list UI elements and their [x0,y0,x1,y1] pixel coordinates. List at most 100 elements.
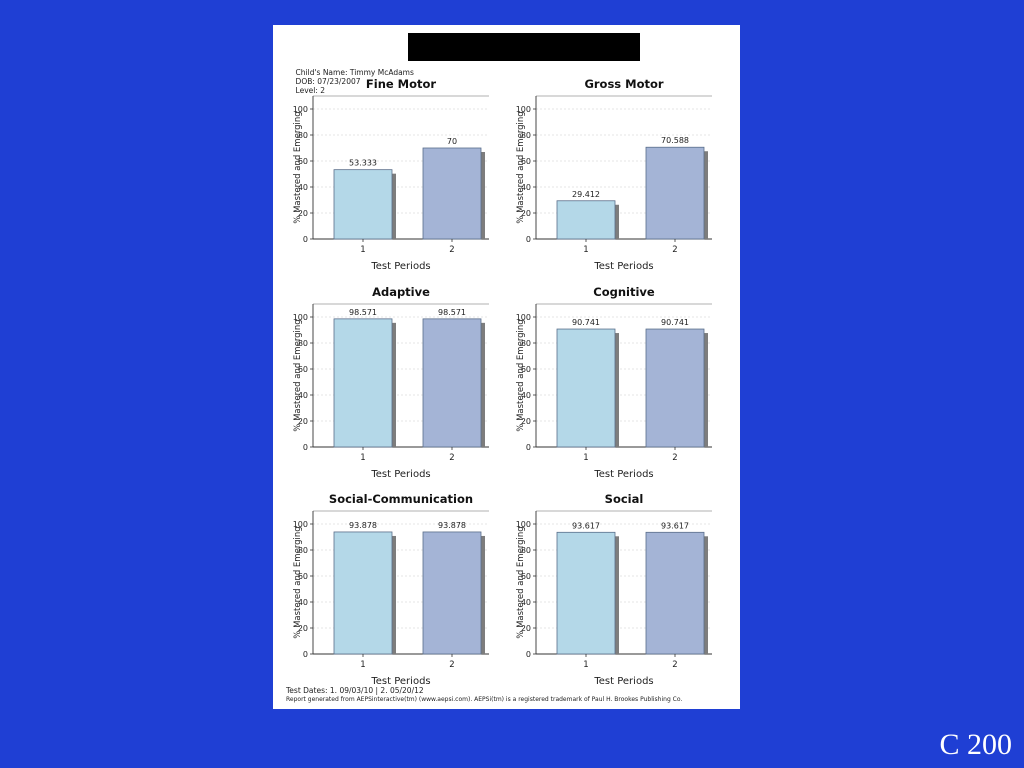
y-tick-label: 80 [521,546,531,555]
x-axis-label: Test Periods [593,676,653,687]
x-tick-label: 1 [583,245,588,255]
chart-panel: Social 0 20 40 60 80 100 93.617 1 93.617 2 Test Per… [516,492,712,687]
x-axis-label: Test Periods [370,676,430,687]
data-label: 93.878 [438,521,466,530]
y-axis-label: % Mastered and Emerging [516,526,526,638]
x-tick-label: 1 [360,245,365,255]
y-tick-label: 0 [303,235,308,244]
chart-title: Adaptive [372,285,430,299]
x-axis-label: Test Periods [593,261,653,272]
x-axis-label: Test Periods [593,469,653,480]
x-tick-label: 1 [583,453,588,463]
x-tick-label: 2 [672,245,677,255]
y-tick-label: 0 [303,650,308,659]
x-axis-label: Test Periods [370,469,430,480]
x-axis-label: Test Periods [370,261,430,272]
y-tick-label: 80 [521,339,531,348]
y-tick-label: 40 [298,391,308,400]
y-tick-label: 60 [521,572,531,581]
x-tick-label: 1 [360,660,365,670]
chart-panel: Gross Motor 0 20 40 60 80 100 29.412 1 70.588 2 Tes… [516,77,712,272]
credit-line: Report generated from AEPSinteractive(tm… [286,696,683,703]
y-tick-label: 40 [298,183,308,192]
report-page: Child's Name: Timmy McAdams DOB: 07/23/2… [273,25,740,709]
slide-label: C 200 [939,728,1012,761]
y-tick-label: 40 [521,391,531,400]
x-tick-label: 2 [672,453,677,463]
y-tick-label: 100 [293,313,308,322]
chart-panel: Adaptive 0 20 40 60 80 100 98.571 1 98.571 2 Test P… [293,285,489,480]
y-tick-label: 100 [293,105,308,114]
data-label: 93.617 [572,521,600,530]
data-label: 98.571 [438,308,466,317]
chart-title: Social [605,492,644,506]
y-tick-label: 60 [298,157,308,166]
chart-title: Cognitive [593,285,655,299]
data-label: 29.412 [572,190,600,199]
data-label: 98.571 [349,308,377,317]
chart-title: Fine Motor [366,77,437,91]
chart-panel: Fine Motor 0 20 40 60 80 100 53.333 1 70 2 Test Per… [293,77,489,272]
y-tick-label: 0 [526,443,531,452]
bar [556,531,616,655]
data-label: 70.588 [661,136,689,145]
bar [645,531,705,655]
x-tick-label: 2 [449,453,454,463]
y-tick-label: 40 [521,598,531,607]
bar [333,531,393,655]
x-tick-label: 2 [672,660,677,670]
y-tick-label: 80 [298,339,308,348]
bar [333,318,393,448]
bar [422,147,482,240]
data-label: 93.878 [349,521,377,530]
y-tick-label: 80 [521,131,531,140]
y-tick-label: 20 [298,417,308,426]
y-tick-label: 100 [516,105,531,114]
y-tick-label: 100 [516,313,531,322]
report-footer: Test Dates: 1. 09/03/10 | 2. 05/20/12 Re… [286,686,682,704]
chart-panel: Cognitive 0 20 40 60 80 100 90.741 1 90.741 2 Test … [516,285,712,480]
level: Level: 2 [295,86,326,95]
y-tick-label: 20 [298,624,308,633]
y-tick-label: 60 [521,157,531,166]
y-tick-label: 0 [526,650,531,659]
bar [645,146,705,240]
chart-title: Gross Motor [584,77,663,91]
bar [556,328,616,448]
data-label: 53.333 [349,159,377,168]
y-axis-label: % Mastered and Emerging [293,111,303,223]
bar [333,169,393,240]
chart-title: Social-Communication [329,492,473,506]
y-tick-label: 40 [521,183,531,192]
y-tick-label: 0 [526,235,531,244]
bar [422,531,482,655]
data-label: 70 [447,137,457,146]
chart-panel: Social-Communication 0 20 40 60 80 100 93.878 1 9… [293,492,489,687]
bar [556,200,616,240]
y-tick-label: 80 [298,131,308,140]
y-tick-label: 100 [516,520,531,529]
x-tick-label: 2 [449,660,454,670]
y-tick-label: 100 [293,520,308,529]
y-tick-label: 20 [521,417,531,426]
bar [422,318,482,448]
y-tick-label: 60 [521,365,531,374]
report-header: Child's Name: Timmy McAdams DOB: 07/23/2… [286,59,424,104]
data-label: 90.741 [661,318,689,327]
bar [645,328,705,448]
y-axis-label: % Mastered and Emerging [293,526,303,638]
y-tick-label: 20 [521,209,531,218]
y-tick-label: 60 [298,365,308,374]
dob: DOB: 07/23/2007 [295,77,361,86]
y-tick-label: 80 [298,546,308,555]
y-axis-label: % Mastered and Emerging [516,111,526,223]
x-tick-label: 2 [449,245,454,255]
data-label: 90.741 [572,318,600,327]
test-dates: Test Dates: 1. 09/03/10 | 2. 05/20/12 [286,686,424,695]
data-label: 93.617 [661,521,689,530]
y-tick-label: 40 [298,598,308,607]
x-tick-label: 1 [583,660,588,670]
x-tick-label: 1 [360,453,365,463]
y-tick-label: 60 [298,572,308,581]
